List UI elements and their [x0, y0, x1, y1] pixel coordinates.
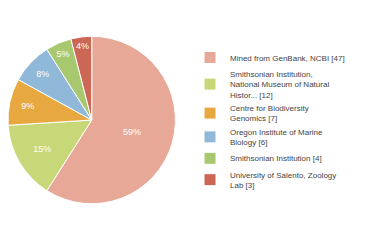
svg-text:University of Salento, Zoology: University of Salento, ZoologyLab [3]	[230, 171, 336, 190]
svg-text:5%: 5%	[56, 49, 69, 59]
svg-text:59%: 59%	[123, 127, 141, 137]
svg-text:8%: 8%	[36, 69, 49, 79]
svg-text:Centre for BiodiversityGenomic: Centre for BiodiversityGenomics [7]	[230, 104, 309, 123]
svg-text:9%: 9%	[21, 101, 34, 111]
svg-text:Mined from GenBank, NCBI [47]: Mined from GenBank, NCBI [47]	[230, 54, 345, 63]
svg-text:15%: 15%	[33, 144, 51, 154]
svg-text:Oregon Institute of MarineBiol: Oregon Institute of MarineBiology [6]	[230, 128, 323, 147]
svg-text:Smithsonian Institution [4]: Smithsonian Institution [4]	[230, 154, 322, 163]
svg-text:4%: 4%	[76, 41, 89, 51]
svg-text:Smithsonian Institution,Nation: Smithsonian Institution,National Museum …	[230, 70, 329, 100]
